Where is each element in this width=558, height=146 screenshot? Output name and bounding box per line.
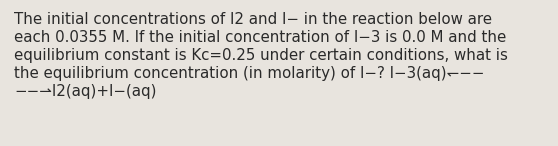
Text: the equilibrium concentration (in molarity) of I−? I−3(aq)↽−−: the equilibrium concentration (in molari…	[14, 66, 484, 81]
Text: −−⇀I2(aq)+I−(aq): −−⇀I2(aq)+I−(aq)	[14, 84, 156, 99]
Text: The initial concentrations of I2 and I− in the reaction below are: The initial concentrations of I2 and I− …	[14, 12, 492, 27]
Text: each 0.0355 M. If the initial concentration of I−3 is 0.0 M and the: each 0.0355 M. If the initial concentrat…	[14, 30, 506, 45]
Text: equilibrium constant is Kc=0.25 under certain conditions, what is: equilibrium constant is Kc=0.25 under ce…	[14, 48, 508, 63]
